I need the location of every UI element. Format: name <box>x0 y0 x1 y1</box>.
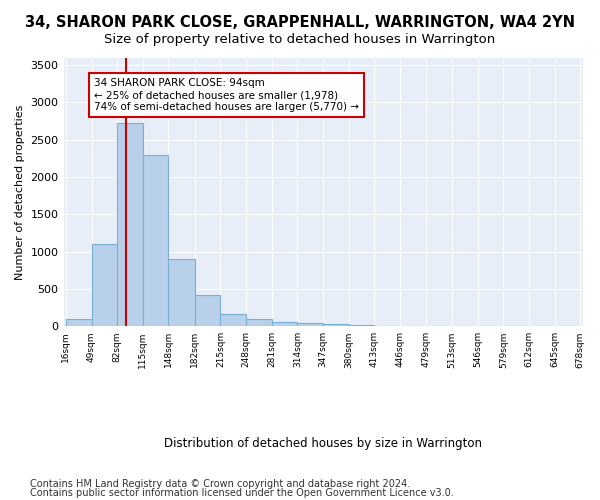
Bar <box>272 322 298 326</box>
Bar <box>323 324 349 326</box>
X-axis label: Distribution of detached houses by size in Warrington: Distribution of detached houses by size … <box>164 437 482 450</box>
Text: Contains public sector information licensed under the Open Government Licence v3: Contains public sector information licen… <box>30 488 454 498</box>
Text: 34 SHARON PARK CLOSE: 94sqm
← 25% of detached houses are smaller (1,978)
74% of : 34 SHARON PARK CLOSE: 94sqm ← 25% of det… <box>94 78 359 112</box>
Text: Size of property relative to detached houses in Warrington: Size of property relative to detached ho… <box>104 32 496 46</box>
Bar <box>92 244 117 326</box>
Text: 34, SHARON PARK CLOSE, GRAPPENHALL, WARRINGTON, WA4 2YN: 34, SHARON PARK CLOSE, GRAPPENHALL, WARR… <box>25 15 575 30</box>
Bar <box>66 319 92 326</box>
Bar <box>169 259 195 326</box>
Bar <box>298 322 323 326</box>
Bar <box>220 314 246 326</box>
Text: Contains HM Land Registry data © Crown copyright and database right 2024.: Contains HM Land Registry data © Crown c… <box>30 479 410 489</box>
Y-axis label: Number of detached properties: Number of detached properties <box>15 104 25 280</box>
Bar <box>349 325 374 326</box>
Bar <box>117 123 143 326</box>
Bar <box>195 295 220 326</box>
Bar <box>143 154 169 326</box>
Bar <box>246 319 272 326</box>
